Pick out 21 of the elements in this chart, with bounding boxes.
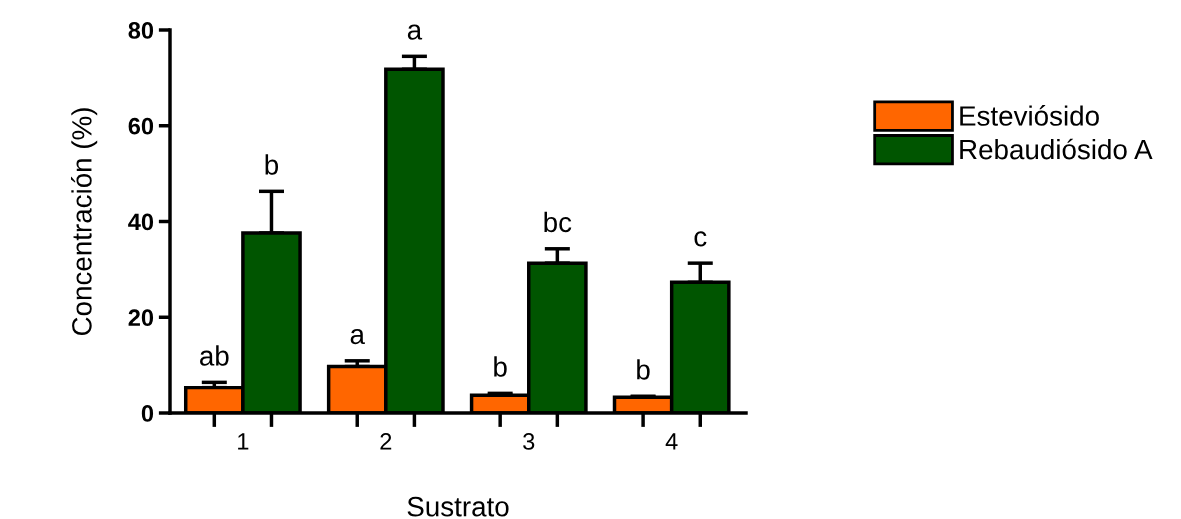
legend-label: Rebaudiósido A — [960, 138, 1153, 160]
annotation: a — [407, 24, 423, 40]
annotation: b — [637, 359, 650, 380]
annotation: b — [494, 356, 507, 377]
annotation: a — [350, 328, 365, 345]
annotation: b — [265, 154, 279, 175]
y-tick-label: 60 — [128, 117, 154, 135]
y-tick-label: 20 — [128, 309, 154, 327]
annotation: ab — [200, 345, 229, 366]
annotation: c — [694, 231, 707, 247]
y-tick-label: 80 — [128, 22, 154, 39]
x-tick-label: 2 — [380, 433, 392, 450]
x-tick-label: 4 — [665, 433, 678, 450]
y-axis-title: Concentración (%) — [70, 108, 98, 336]
x-tick-label: 1 — [238, 433, 249, 450]
annotation: bc — [544, 211, 572, 233]
y-tick-label: 0 — [141, 405, 154, 422]
y-tick-label: 40 — [128, 213, 154, 231]
x-axis-title: Sustrato — [407, 496, 509, 517]
x-tick-label: 3 — [523, 433, 535, 450]
legend-label: Esteviósido — [960, 105, 1099, 126]
